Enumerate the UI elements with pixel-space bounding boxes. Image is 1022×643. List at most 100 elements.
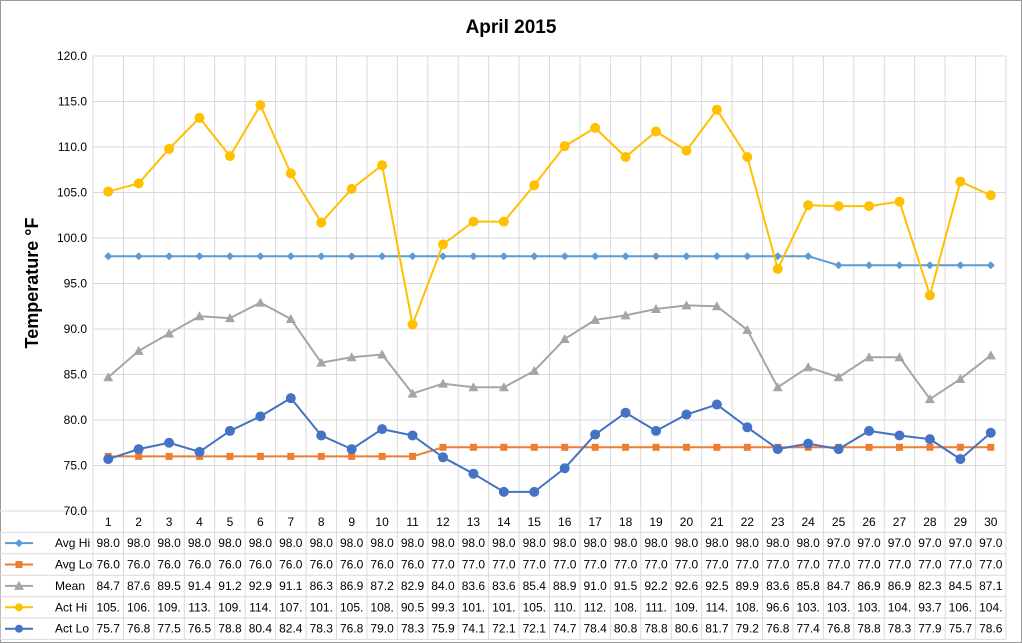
table-cell: 77.0 bbox=[553, 558, 577, 572]
x-tick-label: 16 bbox=[558, 515, 572, 529]
data-point bbox=[529, 365, 540, 375]
data-point bbox=[255, 411, 266, 422]
x-tick-label: 27 bbox=[893, 515, 907, 529]
table-cell: 98.0 bbox=[279, 536, 303, 550]
table-cell: 114. bbox=[706, 600, 728, 614]
data-point bbox=[987, 443, 995, 451]
table-cell: 72.1 bbox=[492, 622, 516, 636]
table-cell: 80.4 bbox=[249, 622, 273, 636]
table-cell: 97.0 bbox=[857, 536, 881, 550]
data-point bbox=[499, 252, 508, 261]
table-cell: 90.5 bbox=[401, 600, 425, 614]
data-point bbox=[711, 301, 722, 311]
data-point bbox=[407, 430, 418, 441]
data-point bbox=[285, 393, 296, 404]
data-point bbox=[924, 394, 935, 404]
table-cell: 76.0 bbox=[310, 558, 334, 572]
x-tick-label: 24 bbox=[802, 515, 816, 529]
table-cell: 97.0 bbox=[949, 536, 973, 550]
table-cell: 79.2 bbox=[736, 622, 760, 636]
data-point bbox=[895, 443, 903, 451]
table-cell: 86.3 bbox=[310, 579, 334, 593]
table-cell: 76.0 bbox=[401, 558, 425, 572]
x-tick-label: 14 bbox=[497, 515, 511, 529]
table-cell: 98.0 bbox=[188, 536, 212, 550]
table-cell: 76.0 bbox=[340, 558, 364, 572]
data-point bbox=[956, 261, 965, 270]
data-point bbox=[682, 252, 691, 261]
table-cell: 78.4 bbox=[583, 622, 607, 636]
data-point bbox=[165, 452, 173, 460]
data-point bbox=[591, 443, 599, 451]
data-point bbox=[803, 362, 814, 372]
data-point bbox=[651, 425, 662, 436]
table-cell: 98.0 bbox=[249, 536, 273, 550]
x-tick-label: 21 bbox=[710, 515, 724, 529]
table-cell: 113. bbox=[188, 600, 210, 614]
table-cell: 77.0 bbox=[918, 558, 942, 572]
table-cell: 87.1 bbox=[979, 579, 1003, 593]
data-point bbox=[924, 290, 935, 301]
data-point bbox=[743, 252, 752, 261]
data-point bbox=[194, 446, 205, 457]
data-point bbox=[103, 372, 114, 382]
data-point bbox=[651, 303, 662, 313]
table-cell: 76.0 bbox=[279, 558, 303, 572]
data-point bbox=[620, 407, 631, 418]
table-cell: 77.0 bbox=[675, 558, 699, 572]
data-point bbox=[500, 443, 508, 451]
series-line bbox=[107, 301, 992, 401]
table-cell: 77.0 bbox=[492, 558, 516, 572]
data-point bbox=[195, 252, 204, 261]
table-cell: 76.0 bbox=[127, 558, 151, 572]
table-cell: 98.0 bbox=[97, 536, 121, 550]
data-point bbox=[407, 319, 418, 330]
data-point bbox=[407, 388, 418, 398]
data-point bbox=[894, 430, 905, 441]
data-point bbox=[226, 452, 234, 460]
table-cell: 78.8 bbox=[644, 622, 668, 636]
table-cell: 78.3 bbox=[888, 622, 912, 636]
table-cell: 76.8 bbox=[340, 622, 364, 636]
table-cell: 72.1 bbox=[523, 622, 547, 636]
data-point bbox=[682, 443, 690, 451]
data-point bbox=[864, 425, 875, 436]
data-point bbox=[437, 239, 448, 250]
x-tick-label: 23 bbox=[771, 515, 785, 529]
data-point bbox=[895, 261, 904, 270]
table-cell: 76.5 bbox=[188, 622, 212, 636]
table-cell: 77.0 bbox=[949, 558, 973, 572]
data-point bbox=[225, 252, 234, 261]
data-point bbox=[194, 311, 205, 321]
table-cell: 98.0 bbox=[401, 536, 425, 550]
table-cell: 76.0 bbox=[370, 558, 394, 572]
legend-series-name: Avg Hi bbox=[55, 536, 90, 550]
table-cell: 103. bbox=[827, 600, 850, 614]
x-tick-label: 30 bbox=[984, 515, 998, 529]
x-tick-label: 5 bbox=[227, 515, 234, 529]
table-cell: 86.9 bbox=[340, 579, 364, 593]
data-point bbox=[955, 454, 966, 465]
table-cell: 77.0 bbox=[766, 558, 790, 572]
table-cell: 98.0 bbox=[127, 536, 151, 550]
table-row: Avg Lo 76.0 76.0 76.0 76.0 76.0 76.0 76.0 76.0 76… bbox=[5, 558, 1003, 572]
data-point bbox=[285, 168, 296, 179]
data-point bbox=[469, 443, 477, 451]
table-cell: 80.8 bbox=[614, 622, 638, 636]
table-cell: 83.6 bbox=[492, 579, 516, 593]
table-cell: 98.0 bbox=[431, 536, 455, 550]
table-cell: 75.7 bbox=[97, 622, 121, 636]
table-cell: 84.5 bbox=[949, 579, 973, 593]
table-cell: 77.5 bbox=[157, 622, 181, 636]
data-point bbox=[164, 437, 175, 448]
table-row: Mean 84.7 87.6 89.5 91.4 91.2 92.9 91.1 86.3 86.9… bbox=[5, 579, 1003, 593]
table-cell: 91.5 bbox=[614, 579, 638, 593]
legend-series-name: Mean bbox=[55, 579, 85, 593]
data-point bbox=[409, 452, 417, 460]
data-point bbox=[652, 443, 660, 451]
data-point bbox=[529, 486, 540, 497]
data-point bbox=[468, 468, 479, 479]
table-row: Act Hi 105. 106. 109. 113. 109. 114. 107. 101. 10… bbox=[5, 600, 1002, 614]
data-point bbox=[560, 252, 569, 261]
